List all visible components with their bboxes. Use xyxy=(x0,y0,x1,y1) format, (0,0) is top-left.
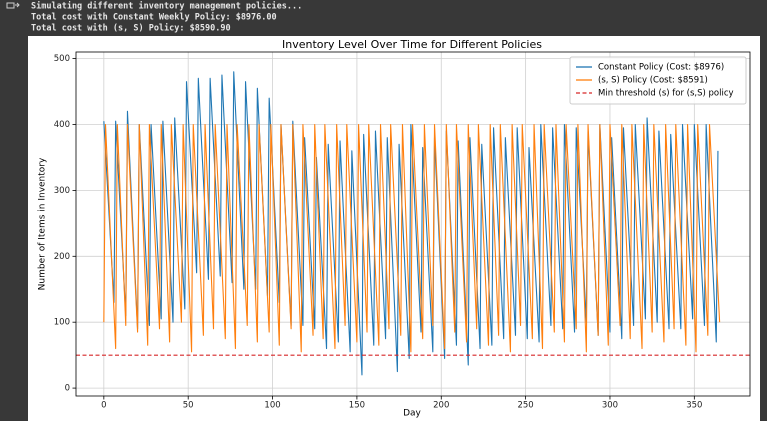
x-tick-label: 100 xyxy=(264,401,280,411)
x-tick-label: 200 xyxy=(433,401,449,411)
series-line xyxy=(103,123,721,353)
x-axis-label: Day xyxy=(403,409,421,419)
x-tick-label: 150 xyxy=(349,401,365,411)
icon-arrow xyxy=(15,2,20,8)
x-tick-label: 50 xyxy=(183,401,194,411)
y-axis-label: Number of Items in Inventory xyxy=(38,157,48,290)
icon-box xyxy=(6,2,15,9)
x-tick-label: 250 xyxy=(517,401,533,411)
y-tick-label: 300 xyxy=(54,186,70,196)
y-tick-label: 500 xyxy=(54,54,70,64)
legend: Constant Policy (Cost: $8976) (s, S) Poli… xyxy=(569,56,747,105)
y-tick-label: 200 xyxy=(54,252,70,262)
legend-label: Min threshold (s) for (s,S) policy xyxy=(598,89,734,99)
x-tick-label: 350 xyxy=(686,401,702,411)
output-icon[interactable] xyxy=(6,2,20,9)
console-line: Simulating different inventory managemen… xyxy=(31,1,302,12)
legend-label: Constant Policy (Cost: $8976) xyxy=(598,63,724,73)
console-line: Total cost with (s, S) Policy: $8590.90 xyxy=(31,23,231,34)
plot-frame xyxy=(75,51,751,397)
y-tick-label: 0 xyxy=(65,384,70,394)
x-tick-label: 300 xyxy=(602,401,618,411)
legend-box xyxy=(569,56,747,105)
chart-title: Inventory Level Over Time for Different … xyxy=(282,38,542,51)
y-tick-label: 400 xyxy=(54,120,70,130)
legend-label: (s, S) Policy (Cost: $8591) xyxy=(598,76,708,86)
y-tick-label: 100 xyxy=(54,318,70,328)
plot-area: 0 50 100 150 200 250 300 350 0 100 200 300 400 500 Con… xyxy=(54,51,751,411)
console-line: Total cost with Constant Weekly Policy: … xyxy=(31,12,277,23)
x-tick-label: 0 xyxy=(101,401,106,411)
